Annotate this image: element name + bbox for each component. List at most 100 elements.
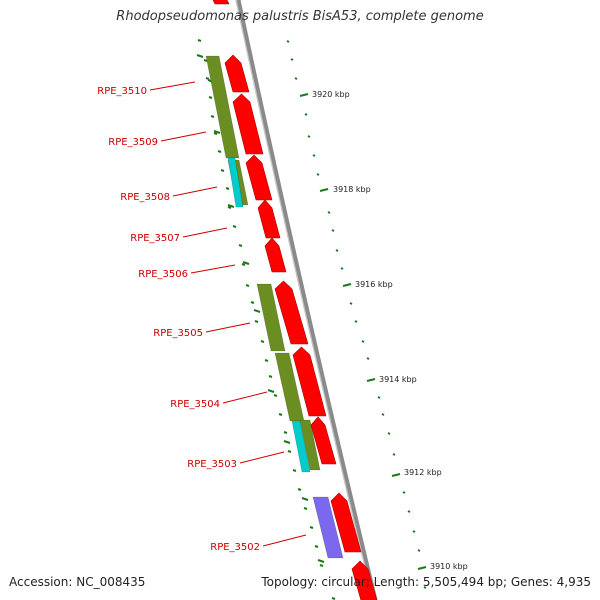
major-tick xyxy=(317,559,325,563)
cds-arrow xyxy=(232,93,264,155)
major-tick xyxy=(213,130,221,134)
tick-dot xyxy=(220,169,225,172)
tick-dot xyxy=(331,597,336,600)
tick-dot xyxy=(335,249,339,252)
tick-dot xyxy=(340,267,344,270)
tick-dot xyxy=(283,431,288,434)
tick-dot xyxy=(203,59,208,62)
cds-arrow xyxy=(292,346,327,417)
tick-dot xyxy=(290,58,294,61)
gene-label-rpe-3503[interactable]: RPE_3503 xyxy=(187,459,237,470)
cds-arrow xyxy=(351,560,378,600)
gene-label-rpe-3509[interactable]: RPE_3509 xyxy=(108,137,158,148)
tick-dot xyxy=(354,320,358,323)
cog-bar-olive xyxy=(256,283,286,352)
tick-dot xyxy=(254,320,259,323)
tick-dot xyxy=(197,39,202,42)
tick-label-3914: 3914 kbp xyxy=(379,375,417,384)
cog-bar-olive xyxy=(299,419,321,471)
tick-dot xyxy=(241,263,246,266)
tick-dot xyxy=(316,173,320,176)
cds-arrow xyxy=(330,492,362,553)
tick-label-3910: 3910 kbp xyxy=(430,562,468,571)
tick-dot xyxy=(297,488,302,491)
cds-layer xyxy=(212,0,378,600)
cds-arrow xyxy=(224,54,250,93)
leader-line xyxy=(262,534,307,547)
major-tick xyxy=(366,378,376,382)
tick-dot xyxy=(213,132,218,135)
tick-dot xyxy=(387,432,391,435)
tick-label-3920: 3920 kbp xyxy=(312,90,350,99)
tick-dot xyxy=(312,154,316,157)
tick-dot xyxy=(377,396,381,399)
tick-dot xyxy=(205,77,210,80)
tick-dot xyxy=(260,340,265,343)
major-tick xyxy=(196,54,204,58)
gene-label-rpe-3505[interactable]: RPE_3505 xyxy=(153,328,203,339)
tick-dot xyxy=(412,530,416,533)
major-tick xyxy=(391,473,401,477)
cog-bar-cyan xyxy=(291,420,311,473)
tick-dot xyxy=(327,211,331,214)
tick-dot xyxy=(250,301,255,304)
tick-dot xyxy=(303,507,308,510)
major-tick xyxy=(342,283,352,287)
major-tick xyxy=(299,93,309,97)
tick-label-3912: 3912 kbp xyxy=(404,468,442,477)
backbone-layer xyxy=(235,0,378,600)
gene-label-rpe-3504[interactable]: RPE_3504 xyxy=(170,399,220,410)
cds-arrow xyxy=(257,199,281,239)
major-tick xyxy=(253,309,261,313)
gene-label-rpe-3508[interactable]: RPE_3508 xyxy=(120,192,170,203)
tick-dot xyxy=(392,453,396,456)
leader-line xyxy=(182,227,228,238)
gene-label-rpe-3502[interactable]: RPE_3502 xyxy=(210,542,260,553)
cds-arrow xyxy=(245,154,273,201)
major-tick xyxy=(417,566,427,570)
tick-label-3918: 3918 kbp xyxy=(333,185,371,194)
map-title: Rhodopseudomonas palustris BisA53, compl… xyxy=(116,9,484,24)
tick-dot xyxy=(217,150,222,153)
tick-dot xyxy=(268,375,273,378)
tick-dot xyxy=(319,564,324,567)
major-tick xyxy=(283,440,291,444)
cds-arrow xyxy=(274,280,309,345)
cog-bar-olive xyxy=(205,55,240,159)
tick-dot xyxy=(238,244,243,247)
tick-dot xyxy=(361,340,365,343)
tick-label-3916: 3916 kbp xyxy=(355,280,393,289)
major-tick xyxy=(319,188,329,192)
gene-label-rpe-3507[interactable]: RPE_3507 xyxy=(130,233,180,244)
cds-arrow xyxy=(310,416,337,465)
gene-label-rpe-3506[interactable]: RPE_3506 xyxy=(138,269,188,280)
tick-dot xyxy=(245,284,250,287)
tick-dot xyxy=(366,357,370,360)
tick-dot xyxy=(232,225,237,228)
tick-dot xyxy=(294,77,298,80)
backbone-line xyxy=(235,0,378,600)
tick-dot xyxy=(331,229,335,232)
tick-dot xyxy=(208,96,213,99)
tick-dot xyxy=(304,113,308,116)
major-tick xyxy=(242,261,250,265)
tick-dot xyxy=(309,526,314,529)
tick-dot xyxy=(381,413,385,416)
leader-line xyxy=(172,186,218,197)
leader-line xyxy=(205,322,251,333)
tick-dot xyxy=(407,510,411,513)
tick-dot xyxy=(286,40,290,43)
major-tick xyxy=(301,497,309,501)
backbone-highlight xyxy=(235,0,374,600)
tick-dot xyxy=(423,586,427,589)
tick-dot xyxy=(210,115,215,118)
cds-arrow xyxy=(212,0,230,5)
leader-line xyxy=(149,81,196,91)
gene-label-rpe-3510[interactable]: RPE_3510 xyxy=(97,86,147,97)
tick-dot xyxy=(225,187,230,190)
tick-marks xyxy=(196,39,427,600)
accession-text: Accession: NC_008435 xyxy=(9,575,146,589)
cds-arrow xyxy=(264,237,287,273)
genome-summary-text: Topology: circular; Length: 5,505,494 bp… xyxy=(261,575,591,589)
